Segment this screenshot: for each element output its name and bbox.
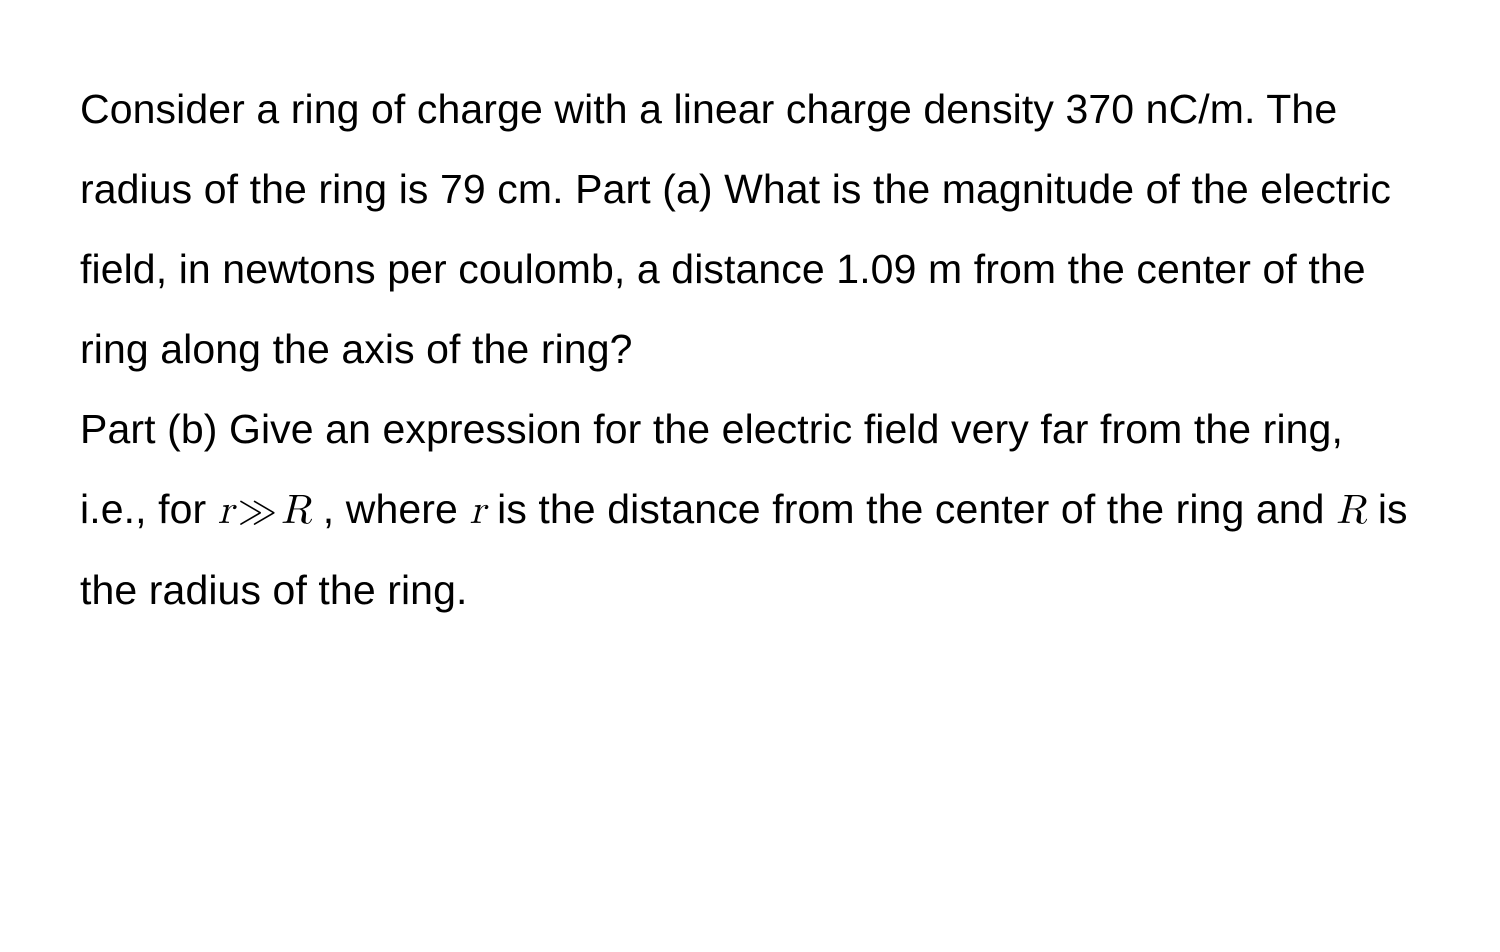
math-var-r-2: r	[469, 490, 485, 531]
math-much-greater-than: ≫	[234, 490, 281, 531]
math-var-r: r	[218, 490, 234, 531]
page: Consider a ring of charge with a linear …	[0, 0, 1500, 952]
math-var-R: R	[281, 490, 311, 531]
math-var-R-2: R	[1336, 490, 1366, 531]
problem-text: Consider a ring of charge with a linear …	[80, 70, 1420, 631]
part-b-distance-clause: is the distance from the center of the r…	[486, 486, 1336, 532]
problem-intro-part-a: Consider a ring of charge with a linear …	[80, 86, 1391, 372]
part-b-where: , where	[311, 486, 469, 532]
